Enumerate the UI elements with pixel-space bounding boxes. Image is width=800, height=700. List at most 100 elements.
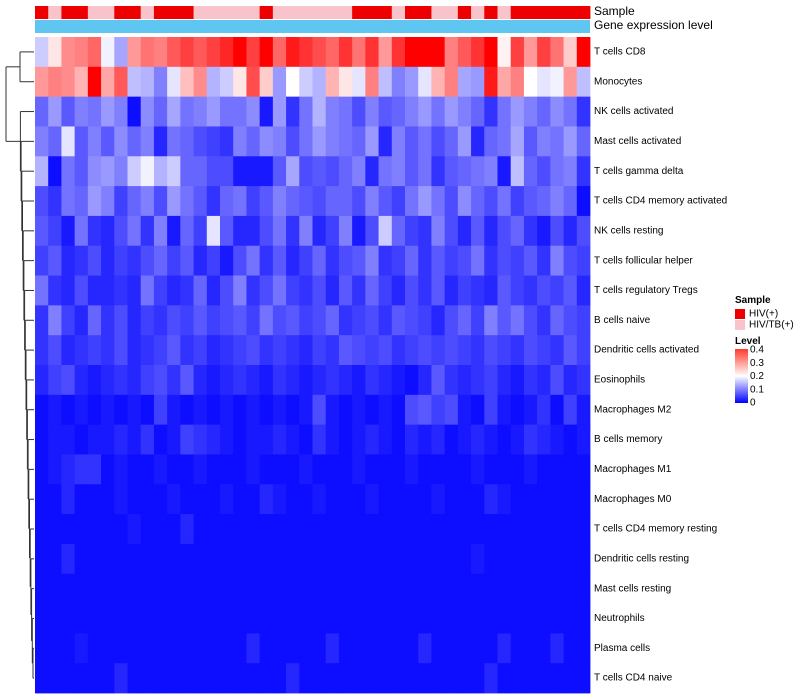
heatmap-cell [259,365,274,396]
heatmap-cell [167,96,181,127]
heatmap-cell [61,514,76,545]
heatmap-cell [180,156,194,187]
heatmap-cell [193,305,208,336]
heatmap-cell [576,365,591,396]
heatmap-cell [325,514,340,545]
sample-annotation-cell [127,6,142,19]
heatmap-cell [74,186,89,217]
heatmap-cell [471,424,485,455]
row-dendrogram [5,51,34,679]
heatmap-cell [220,275,234,306]
heatmap-cell [338,215,353,247]
heatmap-cell [312,454,327,485]
heatmap-cell [444,275,459,306]
heatmap-cell [61,37,76,68]
heatmap-cell [114,424,128,455]
sample-annotation-cell [114,6,128,19]
heatmap-cell [378,543,393,575]
heatmap-cell [259,96,274,127]
heatmap-cell [365,424,379,455]
heatmap-cell [391,573,406,604]
heatmap-cell [246,305,261,336]
heatmap-cell [537,394,551,426]
heatmap-cell [180,514,194,545]
heatmap-cell [471,335,485,366]
heatmap-cell [497,156,512,187]
heatmap-cell [74,454,89,485]
heatmap-cell [48,484,62,515]
heatmap-cell [140,633,155,664]
legend: Sample HIV(+) HIV/TB(+) Level 0.40.30.20… [735,295,794,409]
heatmap-cell [444,37,459,68]
heatmap-cell [312,573,327,604]
heatmap-cell [101,66,115,98]
heatmap-cell [484,96,498,127]
heatmap-cell [233,126,247,157]
sample-annotation-cell [338,6,353,19]
heatmap-cell [523,305,538,336]
heatmap-cell [127,484,142,515]
heatmap-cell [140,215,155,247]
heatmap-cell [206,633,221,664]
heatmap-cell [193,365,208,396]
heatmap-cell [127,633,142,664]
heatmap-cell [576,126,591,157]
heatmap-cell [220,305,234,336]
heatmap-cell [325,37,340,68]
heatmap-cell [497,663,512,694]
heatmap-cell [35,186,49,217]
heatmap-cell [510,394,525,426]
heatmap-cell [114,514,128,545]
heatmap-cell [127,663,142,694]
heatmap-cell [101,335,115,366]
level-tick-label: 0.2 [750,371,764,382]
heatmap-cell [299,126,313,157]
heatmap-cell [457,275,472,306]
heatmap-cell [365,484,379,515]
heatmap-cell [48,514,62,545]
heatmap-cell [431,305,446,336]
heatmap-cell [127,335,142,366]
heatmap-cell [167,543,181,575]
heatmap-cell [471,215,485,247]
legend-swatch-hiv-tb [735,320,745,330]
heatmap-cell [220,37,234,68]
heatmap-cell [497,573,512,604]
sample-annotation-cell [272,6,287,19]
heatmap-cell [48,156,62,187]
heatmap-cell [259,186,274,217]
heatmap-cell [220,96,234,127]
heatmap-cell [87,573,102,604]
heatmap-cell [537,663,551,694]
heatmap-cell [74,126,89,157]
heatmap-cell [233,365,247,396]
heatmap-cell [497,454,512,485]
heatmap-cell [286,394,300,426]
heatmap-cell [365,365,379,396]
heatmap-cell [193,543,208,575]
heatmap-cell [537,66,551,98]
heatmap-cell [444,663,459,694]
row-label: Eosinophils [594,375,645,386]
heatmap-cell [140,275,155,306]
heatmap-cell [484,663,498,694]
heatmap-cell [48,365,62,396]
heatmap-cell [246,365,261,396]
heatmap-cell [484,66,498,98]
heatmap-cell [87,186,102,217]
heatmap-cell [193,275,208,306]
heatmap-cell [444,484,459,515]
heatmap-cell [87,126,102,157]
heatmap-cell [378,37,393,68]
heatmap-cell [378,424,393,455]
heatmap-cell [378,66,393,98]
row-label: T cells regulatory Tregs [594,285,698,296]
heatmap-cell [444,96,459,127]
heatmap-cell [153,603,168,634]
heatmap-cell [48,633,62,664]
heatmap-cell [510,365,525,396]
heatmap-cell [497,335,512,366]
heatmap-cell [563,543,578,575]
heatmap-cell [457,633,472,664]
heatmap-cell [127,215,142,247]
